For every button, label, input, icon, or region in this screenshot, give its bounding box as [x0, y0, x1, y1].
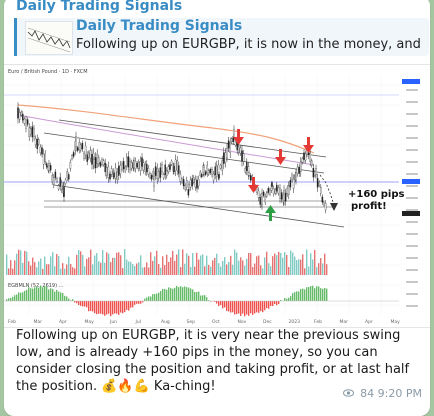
time-axis-label: Jul: [135, 319, 141, 325]
message-time: 9:20 PM: [378, 387, 422, 400]
time-axis-label: Nov: [238, 319, 247, 325]
time-axis-label: Mar: [34, 319, 43, 325]
time-axis-label: Dec: [263, 319, 272, 325]
price-tag-current: [402, 179, 420, 184]
reply-text: Following up on EURGBP, it is now in the…: [76, 37, 426, 52]
time-axis-label: Apr: [59, 319, 67, 325]
time-axis-label: Mar: [340, 319, 349, 325]
reply-preview[interactable]: Daily Trading Signals Following up on EU…: [14, 18, 429, 56]
price-tag-last: [402, 211, 420, 216]
time-axis-label: Feb: [8, 319, 16, 325]
time-axis-label: Sep: [187, 319, 196, 325]
chart-image[interactable]: Euro / British Pound · 1D · FXCM: [4, 64, 430, 328]
time-axis-label: May: [85, 319, 95, 325]
reply-title: Daily Trading Signals: [76, 18, 242, 34]
message-meta: 84 9:20 PM: [343, 387, 422, 400]
time-axis-label: May: [391, 319, 401, 325]
reply-thumbnail: [25, 21, 73, 55]
time-axis-label: Oct: [212, 319, 220, 325]
chart-header: Euro / British Pound · 1D · FXCM: [8, 69, 88, 75]
time-axis-label: Apr: [365, 319, 373, 325]
time-axis-label: Feb: [314, 319, 322, 325]
annotation-pips: +160 pips: [348, 189, 404, 200]
message-text: Following up on EURGBP, it is very near …: [16, 327, 420, 395]
time-axis-label: Jun: [109, 319, 117, 325]
views-count: 84: [360, 387, 374, 400]
price-tag-top: [402, 79, 420, 84]
annotation-profit: profit!: [351, 201, 387, 212]
time-axis-label: 2023: [289, 319, 301, 325]
lower-indicator-label: EGBMLN (52, 2619) ...: [8, 283, 64, 289]
time-axis-label: Aug: [161, 319, 170, 325]
views-icon: [343, 387, 354, 400]
channel-name[interactable]: Daily Trading Signals: [16, 0, 182, 14]
message-bubble: Daily Trading Signals Daily Trading Sign…: [4, 0, 430, 416]
